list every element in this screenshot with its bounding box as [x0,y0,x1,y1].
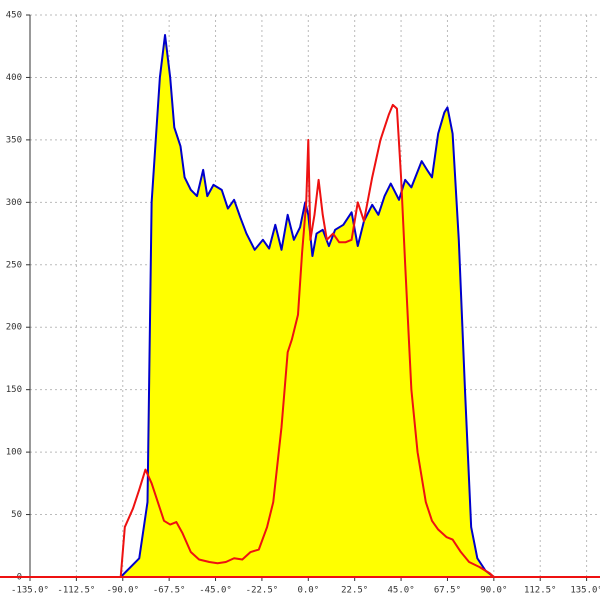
x-tick-label: -45.0° [199,586,232,596]
line [119,33,495,578]
x-tick-label: -135.0° [11,586,49,596]
y-tick-label: 50 [11,510,22,520]
x-tick-label: -112.5° [57,586,95,596]
x-tick-label: 22.5° [341,586,368,596]
x-tick-label: 67.5° [434,586,461,596]
y-tick-label: 250 [6,260,22,270]
y-tick-label: 150 [6,385,22,395]
y-tick-label: 350 [6,135,22,145]
y-tick-label: 200 [6,323,22,333]
x-tick-label: -22.5° [246,586,279,596]
x-tick-label: 90.0° [480,586,507,596]
x-tick-label: 135.0° [570,586,600,596]
y-tick-label: 450 [6,11,22,21]
y-tick-label: 100 [6,448,22,458]
y-tick-label: 300 [6,198,22,208]
x-tick-label: -67.5° [153,586,186,596]
x-tick-label: -90.0° [107,586,140,596]
x-tick-label: 0.0° [297,586,319,596]
x-tick-label: 112.5° [524,586,557,596]
area [120,34,494,577]
y-tick-label: 400 [6,73,22,83]
line [119,103,495,578]
x-tick-label: 45.0° [388,586,415,596]
